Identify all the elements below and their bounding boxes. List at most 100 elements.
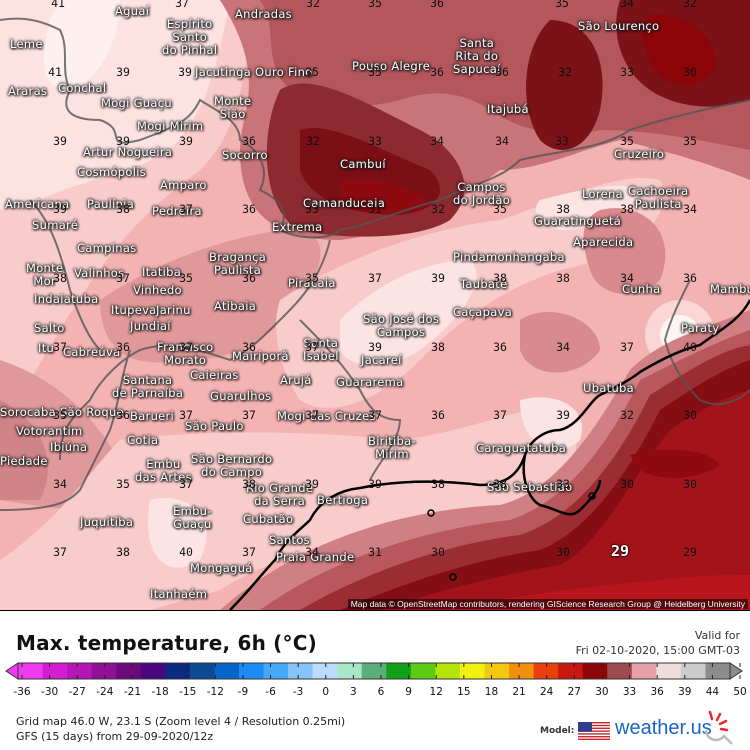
- scale-tick-label: 18: [484, 686, 499, 698]
- city-label: São Bernardo do Campo: [191, 452, 273, 479]
- city-label: Ibiúna: [50, 440, 88, 454]
- temperature-value: 36: [242, 340, 256, 354]
- temperature-value: 38: [431, 477, 445, 491]
- city-label: Paraty: [681, 321, 720, 335]
- temperature-value: 36: [116, 408, 130, 422]
- temperature-value: 38: [116, 202, 130, 216]
- temperature-value: 32: [683, 0, 697, 10]
- city-label: Piracaia: [288, 276, 336, 290]
- scale-tick-label: -21: [123, 686, 142, 698]
- temperature-value: 38: [556, 271, 570, 285]
- temperature-value: 34: [683, 202, 697, 216]
- temperature-value: 37: [116, 271, 130, 285]
- temperature-value: 30: [431, 545, 445, 559]
- city-label: Santana de Parnaíba: [112, 373, 184, 400]
- temperature-value: 32: [558, 65, 572, 79]
- temperature-value: 36: [242, 134, 256, 148]
- city-label: Guararema: [336, 375, 404, 389]
- city-label: Caçapava: [453, 305, 513, 319]
- temperature-value: 37: [305, 340, 319, 354]
- city-label: Praia Grande: [276, 550, 355, 564]
- scale-tick-label: 3: [350, 686, 357, 698]
- temperature-value: 30: [683, 477, 697, 491]
- city-label: Itu: [38, 341, 55, 355]
- temperature-value: 38: [116, 545, 130, 559]
- temperature-value: 35: [683, 134, 697, 148]
- scale-tick-label: 39: [678, 686, 692, 698]
- temperature-value: 39: [556, 408, 570, 422]
- city-label: Cachoeira Paulista: [628, 184, 689, 211]
- city-label: Campinas: [77, 241, 137, 255]
- city-label: Americana: [5, 197, 70, 211]
- scale-tick-label: 6: [377, 686, 385, 698]
- temperature-map[interactable]: Leme Conchal Araras Aguaí Espírito Santo do Pi…: [0, 0, 750, 611]
- scale-tick-label: 27: [567, 686, 581, 698]
- temperature-value: 36: [430, 0, 444, 10]
- temperature-value: 30: [556, 545, 570, 559]
- temperature-value: 37: [242, 545, 256, 559]
- temperature-value: 35: [368, 65, 382, 79]
- temperature-value: 39: [368, 340, 382, 354]
- scale-tick-label: 50: [733, 686, 747, 698]
- map-attribution[interactable]: Map data © OpenStreetMap contributors, r…: [347, 599, 748, 609]
- scale-tick-label: 21: [512, 686, 526, 698]
- city-label: Araras: [8, 84, 48, 98]
- city-label: Arujá: [280, 373, 312, 387]
- temperature-value: 32: [306, 134, 320, 148]
- city-label: Cunha: [622, 282, 661, 296]
- city-label: Itatiba: [142, 265, 182, 279]
- temperature-value: 38: [620, 202, 634, 216]
- temperature-value: 33: [368, 134, 382, 148]
- scale-tick-label: -3: [292, 686, 304, 698]
- us-flag-icon[interactable]: [578, 722, 610, 740]
- city-label: Monte Mor: [26, 261, 64, 288]
- city-label: Pouso Alegre: [352, 59, 431, 73]
- temperature-value: 40: [179, 545, 193, 559]
- city-label: Cruzeiro: [614, 147, 665, 161]
- map-metadata: Grid map 46.0 W, 23.1 S (Zoom level 4 / …: [16, 714, 345, 744]
- temperature-value: 39: [178, 65, 192, 79]
- city-label: Sorocaba: [0, 405, 56, 419]
- temperature-value: 35: [305, 271, 319, 285]
- temperature-value: 37: [493, 408, 507, 422]
- color-scale-bar: [5, 662, 743, 680]
- city-label: Valinhos: [74, 266, 125, 280]
- scale-tick-label: -18: [151, 686, 169, 698]
- city-label: Juquitiba: [80, 515, 134, 529]
- temperature-value: 37: [242, 408, 256, 422]
- temperature-value: 36: [431, 408, 445, 422]
- city-label: Extrema: [272, 220, 323, 234]
- temperature-value: 41: [51, 0, 65, 10]
- temperature-value: 37: [175, 0, 189, 10]
- temperature-value: 34: [53, 477, 67, 491]
- temperature-value: 29: [683, 545, 697, 559]
- city-label: Vinhedo: [133, 283, 182, 297]
- temperature-value: 35: [620, 134, 634, 148]
- temperature-value: 38: [493, 477, 507, 491]
- temperature-value: 31: [368, 202, 382, 216]
- temperature-value: 36: [495, 65, 509, 79]
- scale-tick-label: -27: [68, 686, 86, 698]
- temperature-value: 35: [368, 0, 382, 10]
- city-label: Votorantim: [16, 424, 83, 438]
- temperature-value: 37: [179, 340, 193, 354]
- temperature-value: 39: [116, 65, 130, 79]
- city-label: Bertioga: [317, 493, 369, 507]
- temperature-value: 37: [179, 202, 193, 216]
- city-label: Ouro Fino: [255, 65, 313, 79]
- temperature-value: 38: [53, 271, 67, 285]
- map-title: Max. temperature, 6h (°C): [16, 631, 317, 655]
- valid-label: Valid for: [694, 629, 740, 642]
- city-label: Mongaguá: [190, 561, 253, 575]
- city-label: São Lourenço: [578, 19, 660, 33]
- weather-us-logo[interactable]: weather.us: [615, 717, 712, 740]
- temperature-field: [0, 0, 750, 610]
- temperature-value: 39: [53, 134, 67, 148]
- city-label: Aguaí: [115, 4, 150, 18]
- city-label: Ubatuba: [583, 381, 635, 395]
- temperature-value: 35: [53, 408, 67, 422]
- temperature-value: 38: [242, 477, 256, 491]
- scale-tick-label: -15: [179, 686, 197, 698]
- city-label: Atibaia: [214, 299, 257, 313]
- temperature-value: 36: [242, 271, 256, 285]
